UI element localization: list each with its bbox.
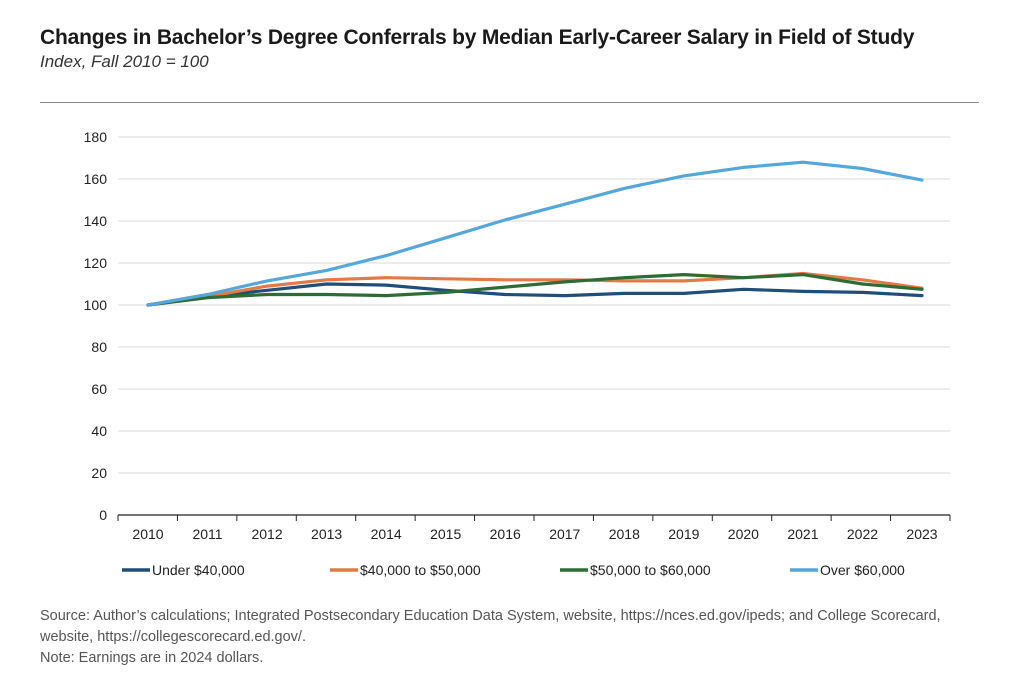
x-tick-label: 2021: [787, 526, 818, 542]
x-tick-label: 2010: [132, 526, 163, 542]
y-axis-ticks: 0 20 40 60 80 100 120 140 160 180: [84, 129, 108, 523]
y-tick-label: 180: [84, 129, 108, 145]
x-tick-label: 2011: [192, 526, 222, 542]
legend-label: $40,000 to $50,000: [360, 562, 481, 578]
series-line-2: [146, 273, 924, 307]
x-tick-label: 2023: [906, 526, 937, 542]
gridlines: [118, 136, 950, 474]
y-tick-label: 40: [91, 423, 107, 439]
y-tick-label: 140: [84, 213, 108, 229]
y-tick-label: 20: [91, 465, 107, 481]
series-line-3: [146, 160, 924, 307]
y-tick-label: 0: [99, 507, 107, 523]
x-tick-label: 2015: [430, 526, 461, 542]
y-tick-label: 80: [91, 339, 107, 355]
chart-title: Changes in Bachelor’s Degree Conferrals …: [40, 26, 915, 49]
y-tick-label: 100: [84, 297, 108, 313]
x-axis: 2010 2011 2012 2013 2014 2015 2016 2017 2018 2019…: [117, 514, 951, 542]
x-tick-label: 2020: [728, 526, 759, 542]
y-tick-label: 60: [91, 381, 107, 397]
x-tick-label: 2013: [311, 526, 342, 542]
legend-label: $50,000 to $60,000: [590, 562, 711, 578]
chart-subtitle: Index, Fall 2010 = 100: [40, 52, 209, 71]
title-divider: [40, 102, 979, 103]
legend-label: Over $60,000: [820, 562, 905, 578]
x-tick-label: 2018: [609, 526, 640, 542]
y-tick-label: 120: [84, 255, 108, 271]
y-tick-label: 160: [84, 171, 108, 187]
x-tick-label: 2016: [490, 526, 521, 542]
series-line-0: [146, 282, 924, 307]
series-lines: [146, 160, 924, 307]
earnings-note: Note: Earnings are in 2024 dollars.: [40, 650, 264, 666]
x-tick-label: 2017: [549, 526, 580, 542]
source-note: Source: Author’s calculations; Integrate…: [40, 608, 941, 645]
x-tick-label: 2014: [371, 526, 402, 542]
x-tick-label: 2012: [251, 526, 282, 542]
legend: Under $40,000 $40,000 to $50,000 $50,000 t…: [122, 562, 905, 578]
x-tick-label: 2019: [668, 526, 699, 542]
legend-label: Under $40,000: [152, 562, 245, 578]
x-tick-label: 2022: [847, 526, 878, 542]
chart-notes: Source: Author’s calculations; Integrate…: [40, 606, 990, 669]
